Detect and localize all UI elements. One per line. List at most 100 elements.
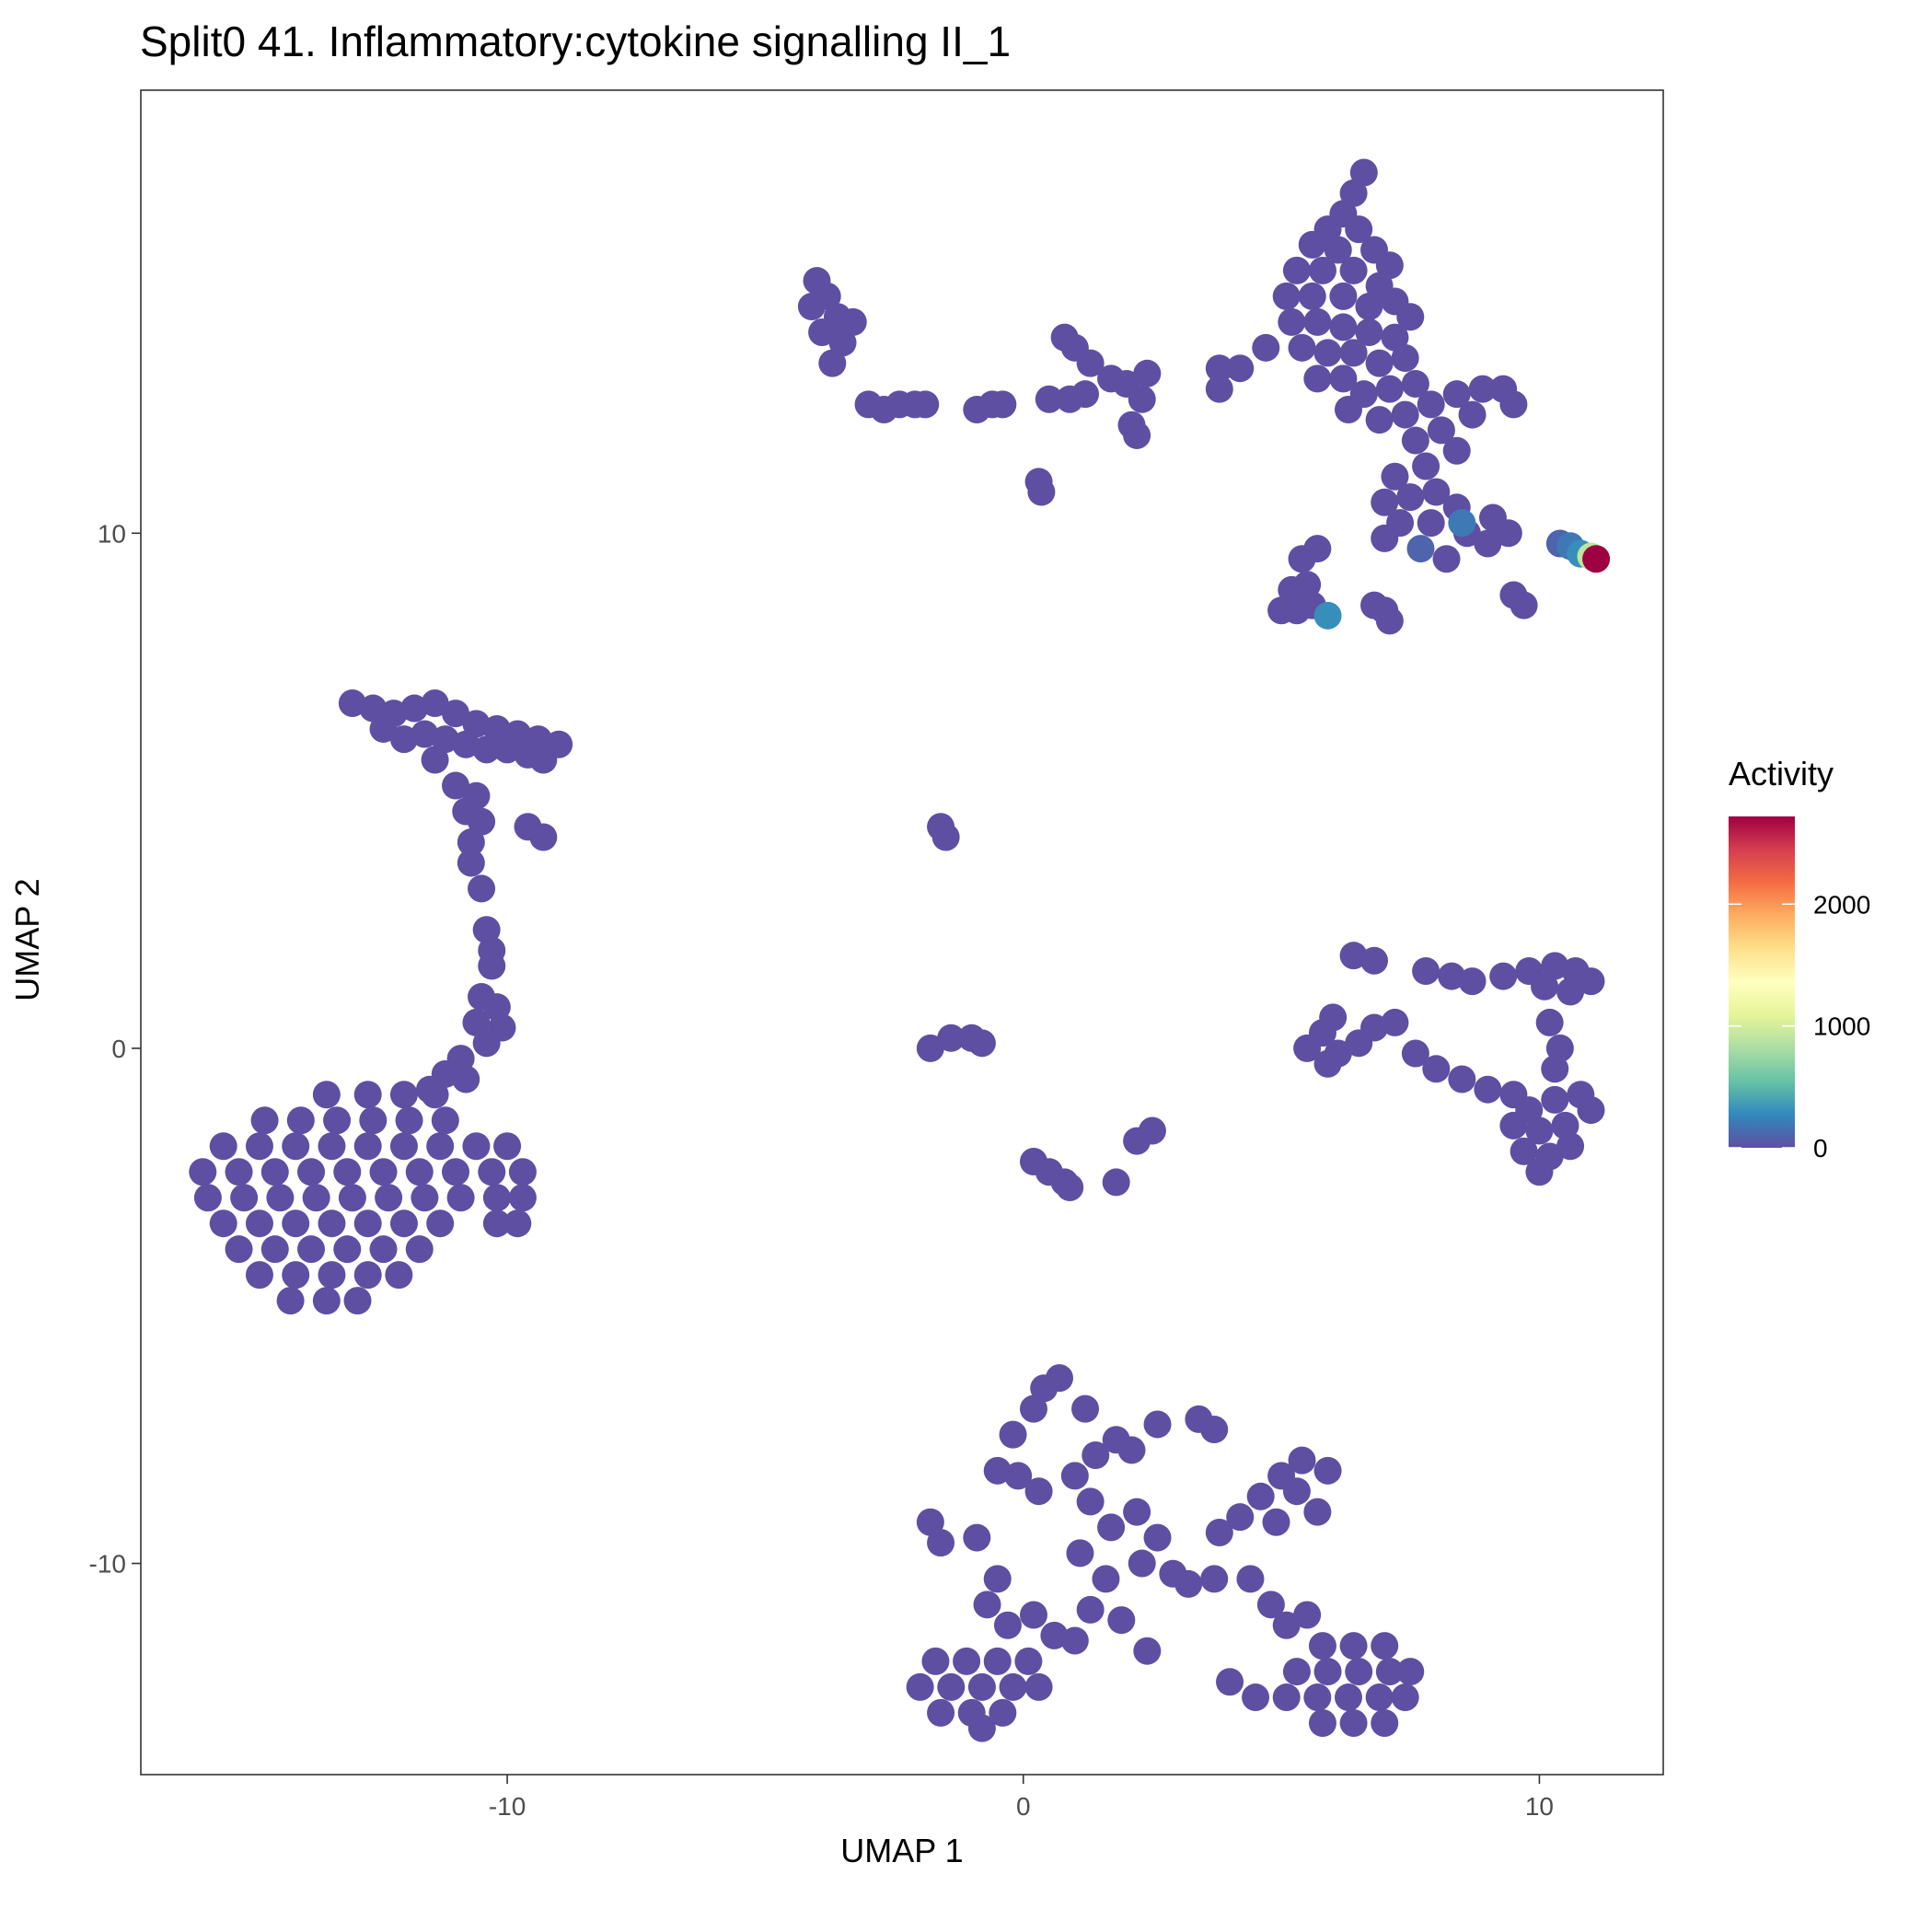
- data-point: [529, 746, 558, 774]
- data-point: [1282, 1477, 1311, 1506]
- data-point: [1360, 946, 1389, 975]
- data-point: [250, 1106, 279, 1135]
- data-point: [426, 1209, 455, 1238]
- data-point: [1143, 1523, 1172, 1552]
- data-point: [493, 1132, 522, 1161]
- data-point: [482, 1209, 511, 1238]
- legend-title: Activity: [1729, 755, 1834, 792]
- data-point: [1174, 1569, 1203, 1598]
- data-point: [1406, 535, 1435, 563]
- data-point: [1427, 416, 1455, 445]
- data-point: [375, 1184, 403, 1212]
- data-point: [1092, 1565, 1120, 1593]
- data-point: [1282, 256, 1311, 284]
- data-point: [462, 1008, 491, 1036]
- data-point: [421, 1081, 449, 1109]
- data-point: [230, 1184, 259, 1212]
- data-point: [1442, 436, 1471, 465]
- data-point: [1200, 1565, 1229, 1593]
- data-point: [1143, 1410, 1172, 1439]
- data-point: [1531, 972, 1559, 1001]
- colorbar-label: 2000: [1813, 890, 1870, 919]
- data-point: [1474, 529, 1502, 558]
- data-point: [353, 1261, 382, 1290]
- data-point: [916, 1034, 944, 1062]
- data-point: [1432, 545, 1461, 573]
- data-point: [1133, 359, 1162, 388]
- data-point: [1076, 1487, 1105, 1516]
- data-point: [916, 1508, 944, 1536]
- data-point: [1365, 406, 1394, 434]
- data-point: [1375, 1658, 1404, 1686]
- data-point: [999, 1672, 1027, 1701]
- data-point: [1226, 1503, 1255, 1532]
- data-point: [1329, 364, 1358, 393]
- data-point: [1329, 313, 1358, 341]
- data-point: [1319, 1003, 1348, 1032]
- plot-panel: [141, 90, 1663, 1775]
- data-point: [209, 1209, 237, 1238]
- data-point: [457, 828, 485, 857]
- data-point: [286, 1106, 315, 1135]
- data-point: [529, 823, 558, 851]
- data-point: [1298, 282, 1326, 310]
- axes: -10 0 10 -10 0 10: [89, 519, 1554, 1821]
- data-point: [353, 1081, 382, 1109]
- data-point: [1298, 230, 1326, 259]
- data-point: [1046, 1364, 1074, 1393]
- data-point: [478, 952, 506, 980]
- data-point: [260, 1158, 289, 1186]
- data-point: [338, 1184, 366, 1212]
- data-point: [1138, 1116, 1166, 1145]
- data-point: [1205, 1518, 1233, 1546]
- data-point: [343, 1287, 372, 1315]
- data-point: [1556, 978, 1585, 1006]
- data-point: [999, 1420, 1027, 1449]
- data-point: [1102, 1168, 1130, 1197]
- data-point: [1371, 1632, 1399, 1660]
- data-point: [411, 1184, 439, 1212]
- data-point: [1019, 1394, 1047, 1423]
- y-tick-label: 0: [111, 1035, 126, 1063]
- data-point: [1375, 375, 1404, 403]
- data-point: [1246, 1482, 1275, 1510]
- data-point: [1355, 318, 1383, 347]
- data-point: [462, 710, 491, 738]
- data-point: [1128, 385, 1156, 413]
- data-point: [989, 1698, 1017, 1727]
- colorbar-label: 0: [1813, 1134, 1828, 1163]
- data-point: [193, 1184, 222, 1212]
- data-point: [1375, 607, 1404, 635]
- data-point: [1489, 962, 1518, 990]
- data-point: [369, 714, 398, 743]
- data-point: [1024, 1477, 1053, 1506]
- data-point: [1396, 483, 1425, 512]
- data-point: [1278, 307, 1306, 336]
- data-point: [1056, 1174, 1084, 1202]
- data-point: [405, 1158, 434, 1186]
- data-point: [333, 1158, 362, 1186]
- data-point: [1334, 1683, 1362, 1712]
- data-point: [1185, 1405, 1213, 1433]
- data-point: [282, 1261, 310, 1290]
- data-point: [1076, 349, 1105, 377]
- data-point: [282, 1132, 310, 1161]
- data-point: [225, 1158, 253, 1186]
- data-point: [1412, 452, 1440, 480]
- data-point: [1371, 524, 1399, 552]
- data-point: [338, 688, 366, 717]
- data-point: [983, 1456, 1012, 1485]
- data-point: [297, 1235, 326, 1264]
- x-tick-label: 0: [1016, 1792, 1031, 1821]
- data-point: [1442, 380, 1471, 409]
- data-point: [369, 1235, 398, 1264]
- data-point: [1422, 478, 1451, 506]
- data-point: [482, 714, 511, 743]
- data-point: [1308, 1632, 1336, 1660]
- data-point: [1391, 400, 1419, 429]
- data-point: [431, 1106, 459, 1135]
- data-point: [1339, 339, 1368, 367]
- data-point: [1349, 158, 1378, 187]
- data-point: [1339, 256, 1368, 284]
- data-point: [1272, 1683, 1301, 1712]
